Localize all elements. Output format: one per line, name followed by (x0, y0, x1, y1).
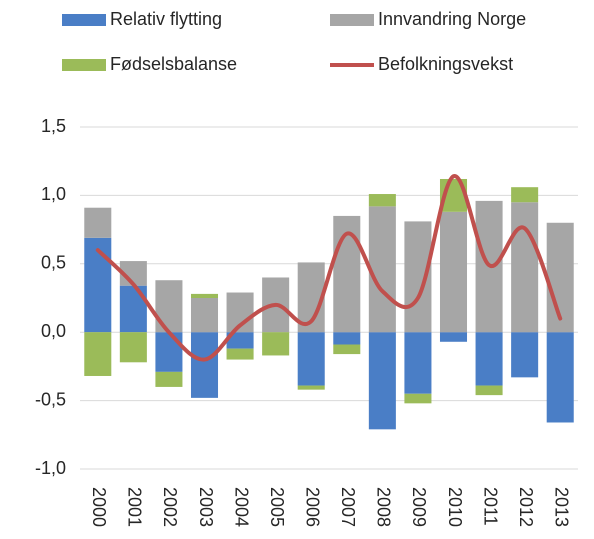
legend-label: Relativ flytting (110, 9, 222, 29)
bar (546, 332, 574, 423)
bar (155, 280, 183, 333)
legend-label: Befolkningsvekst (378, 54, 513, 74)
y-tick-label: 1,5 (41, 116, 66, 136)
x-tick-label: 2009 (409, 487, 429, 527)
bar (226, 332, 254, 349)
bar (404, 393, 432, 404)
x-tick-label: 2011 (480, 487, 500, 526)
y-tick-label: -0,5 (35, 389, 66, 409)
bar (511, 187, 539, 203)
bar (368, 206, 396, 333)
x-tick-label: 2003 (196, 487, 216, 527)
bar (511, 332, 539, 378)
x-tick-label: 2010 (445, 487, 465, 527)
bar (439, 211, 468, 333)
x-tick-label: 2013 (551, 487, 571, 527)
x-tick-label: 2000 (89, 487, 109, 527)
bar (155, 332, 183, 372)
y-tick-label: -1,0 (35, 458, 66, 478)
bar (84, 332, 112, 376)
bar (190, 332, 219, 398)
bar (368, 332, 396, 430)
bar (155, 371, 183, 387)
bar (84, 207, 112, 238)
bar (475, 385, 503, 396)
bar (439, 332, 468, 342)
bar (262, 332, 290, 356)
x-tick-label: 2007 (338, 487, 358, 527)
x-tick-label: 2005 (267, 487, 287, 527)
bar (297, 332, 325, 386)
bar (190, 293, 219, 298)
legend-label: Fødselsbalanse (110, 54, 237, 74)
bar (333, 332, 361, 345)
x-tick-label: 2001 (125, 487, 145, 527)
bar (333, 344, 361, 355)
legend-label: Innvandring Norge (378, 9, 526, 29)
bar (84, 237, 112, 333)
bar (475, 332, 503, 386)
y-tick-label: 1,0 (41, 184, 66, 204)
bar (297, 385, 325, 390)
bar (404, 332, 432, 394)
x-tick-label: 2002 (160, 487, 180, 527)
y-tick-label: 0,0 (41, 321, 66, 341)
legend-swatch (330, 14, 374, 26)
bar (119, 285, 147, 333)
y-tick-label: 0,5 (41, 253, 66, 273)
bar (226, 348, 254, 360)
legend-swatch (62, 14, 106, 26)
x-tick-label: 2004 (231, 487, 251, 527)
x-tick-label: 2008 (374, 487, 394, 527)
line (95, 174, 563, 362)
x-tick-label: 2006 (302, 487, 322, 527)
bar (511, 202, 539, 333)
bar (190, 298, 219, 333)
x-tick-label: 2012 (516, 487, 536, 527)
bar (119, 332, 147, 363)
legend-swatch (62, 59, 106, 71)
bar (368, 194, 396, 207)
